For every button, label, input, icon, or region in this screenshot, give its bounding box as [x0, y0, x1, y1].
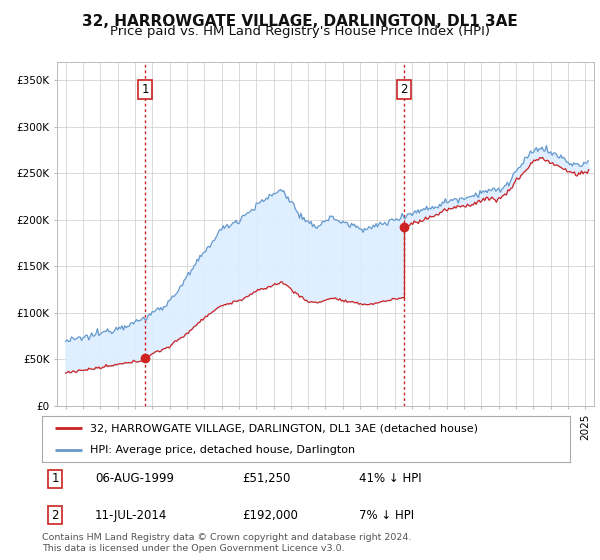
Text: HPI: Average price, detached house, Darlington: HPI: Average price, detached house, Darl…: [89, 445, 355, 455]
Text: 2: 2: [52, 508, 59, 521]
Text: 1: 1: [52, 473, 59, 486]
Text: 32, HARROWGATE VILLAGE, DARLINGTON, DL1 3AE (detached house): 32, HARROWGATE VILLAGE, DARLINGTON, DL1 …: [89, 423, 478, 433]
Text: 41% ↓ HPI: 41% ↓ HPI: [359, 473, 421, 486]
Text: 32, HARROWGATE VILLAGE, DARLINGTON, DL1 3AE: 32, HARROWGATE VILLAGE, DARLINGTON, DL1 …: [82, 14, 518, 29]
Text: £192,000: £192,000: [242, 508, 299, 521]
Text: 1: 1: [141, 83, 149, 96]
Text: £51,250: £51,250: [242, 473, 291, 486]
Text: Contains HM Land Registry data © Crown copyright and database right 2024.
This d: Contains HM Land Registry data © Crown c…: [42, 533, 412, 553]
Text: 7% ↓ HPI: 7% ↓ HPI: [359, 508, 414, 521]
Text: Price paid vs. HM Land Registry's House Price Index (HPI): Price paid vs. HM Land Registry's House …: [110, 25, 490, 38]
Text: 11-JUL-2014: 11-JUL-2014: [95, 508, 167, 521]
Text: 06-AUG-1999: 06-AUG-1999: [95, 473, 174, 486]
Text: 2: 2: [400, 83, 408, 96]
